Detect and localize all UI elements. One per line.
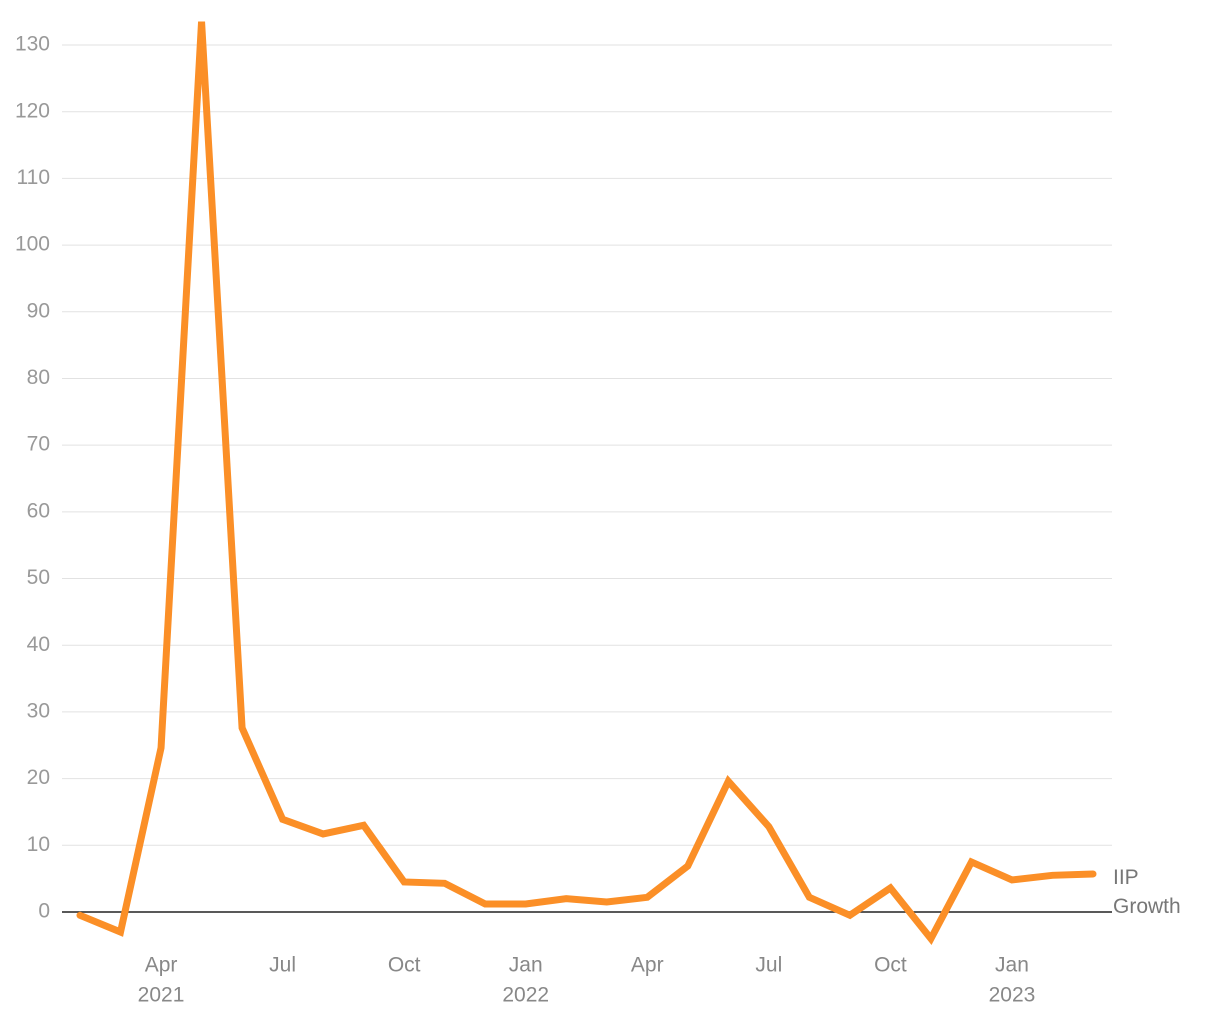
x-year-label: 2021 [138,984,185,1007]
y-tick-label: 120 [15,99,50,122]
x-tick-label: Jan [509,954,543,977]
x-tick-label: Apr [631,954,664,977]
y-tick-label: 10 [27,833,50,856]
x-tick-label: Apr [145,954,178,977]
y-tick-label: 0 [38,900,50,923]
x-tick-label: Jul [755,954,782,977]
y-tick-label: 90 [27,299,50,322]
y-tick-label: 50 [27,566,50,589]
x-tick-label: Oct [388,954,421,977]
y-tick-label: 130 [15,33,50,56]
x-tick-label: Jul [269,954,296,977]
y-tick-label: 70 [27,433,50,456]
y-tick-label: 60 [27,499,50,522]
series-label: IIP Growth [1113,866,1181,918]
y-tick-label: 30 [27,699,50,722]
series-line [76,21,1097,946]
x-year-label: 2022 [502,984,549,1007]
y-tick-label: 110 [17,166,50,189]
y-tick-label: 20 [27,766,50,789]
x-tick-label: Oct [874,954,907,977]
y-tick-label: 80 [27,366,50,389]
y-tick-label: 100 [15,233,50,256]
y-tick-label: 40 [27,633,50,656]
x-year-label: 2023 [989,984,1036,1007]
x-tick-label: Jan [995,954,1029,977]
